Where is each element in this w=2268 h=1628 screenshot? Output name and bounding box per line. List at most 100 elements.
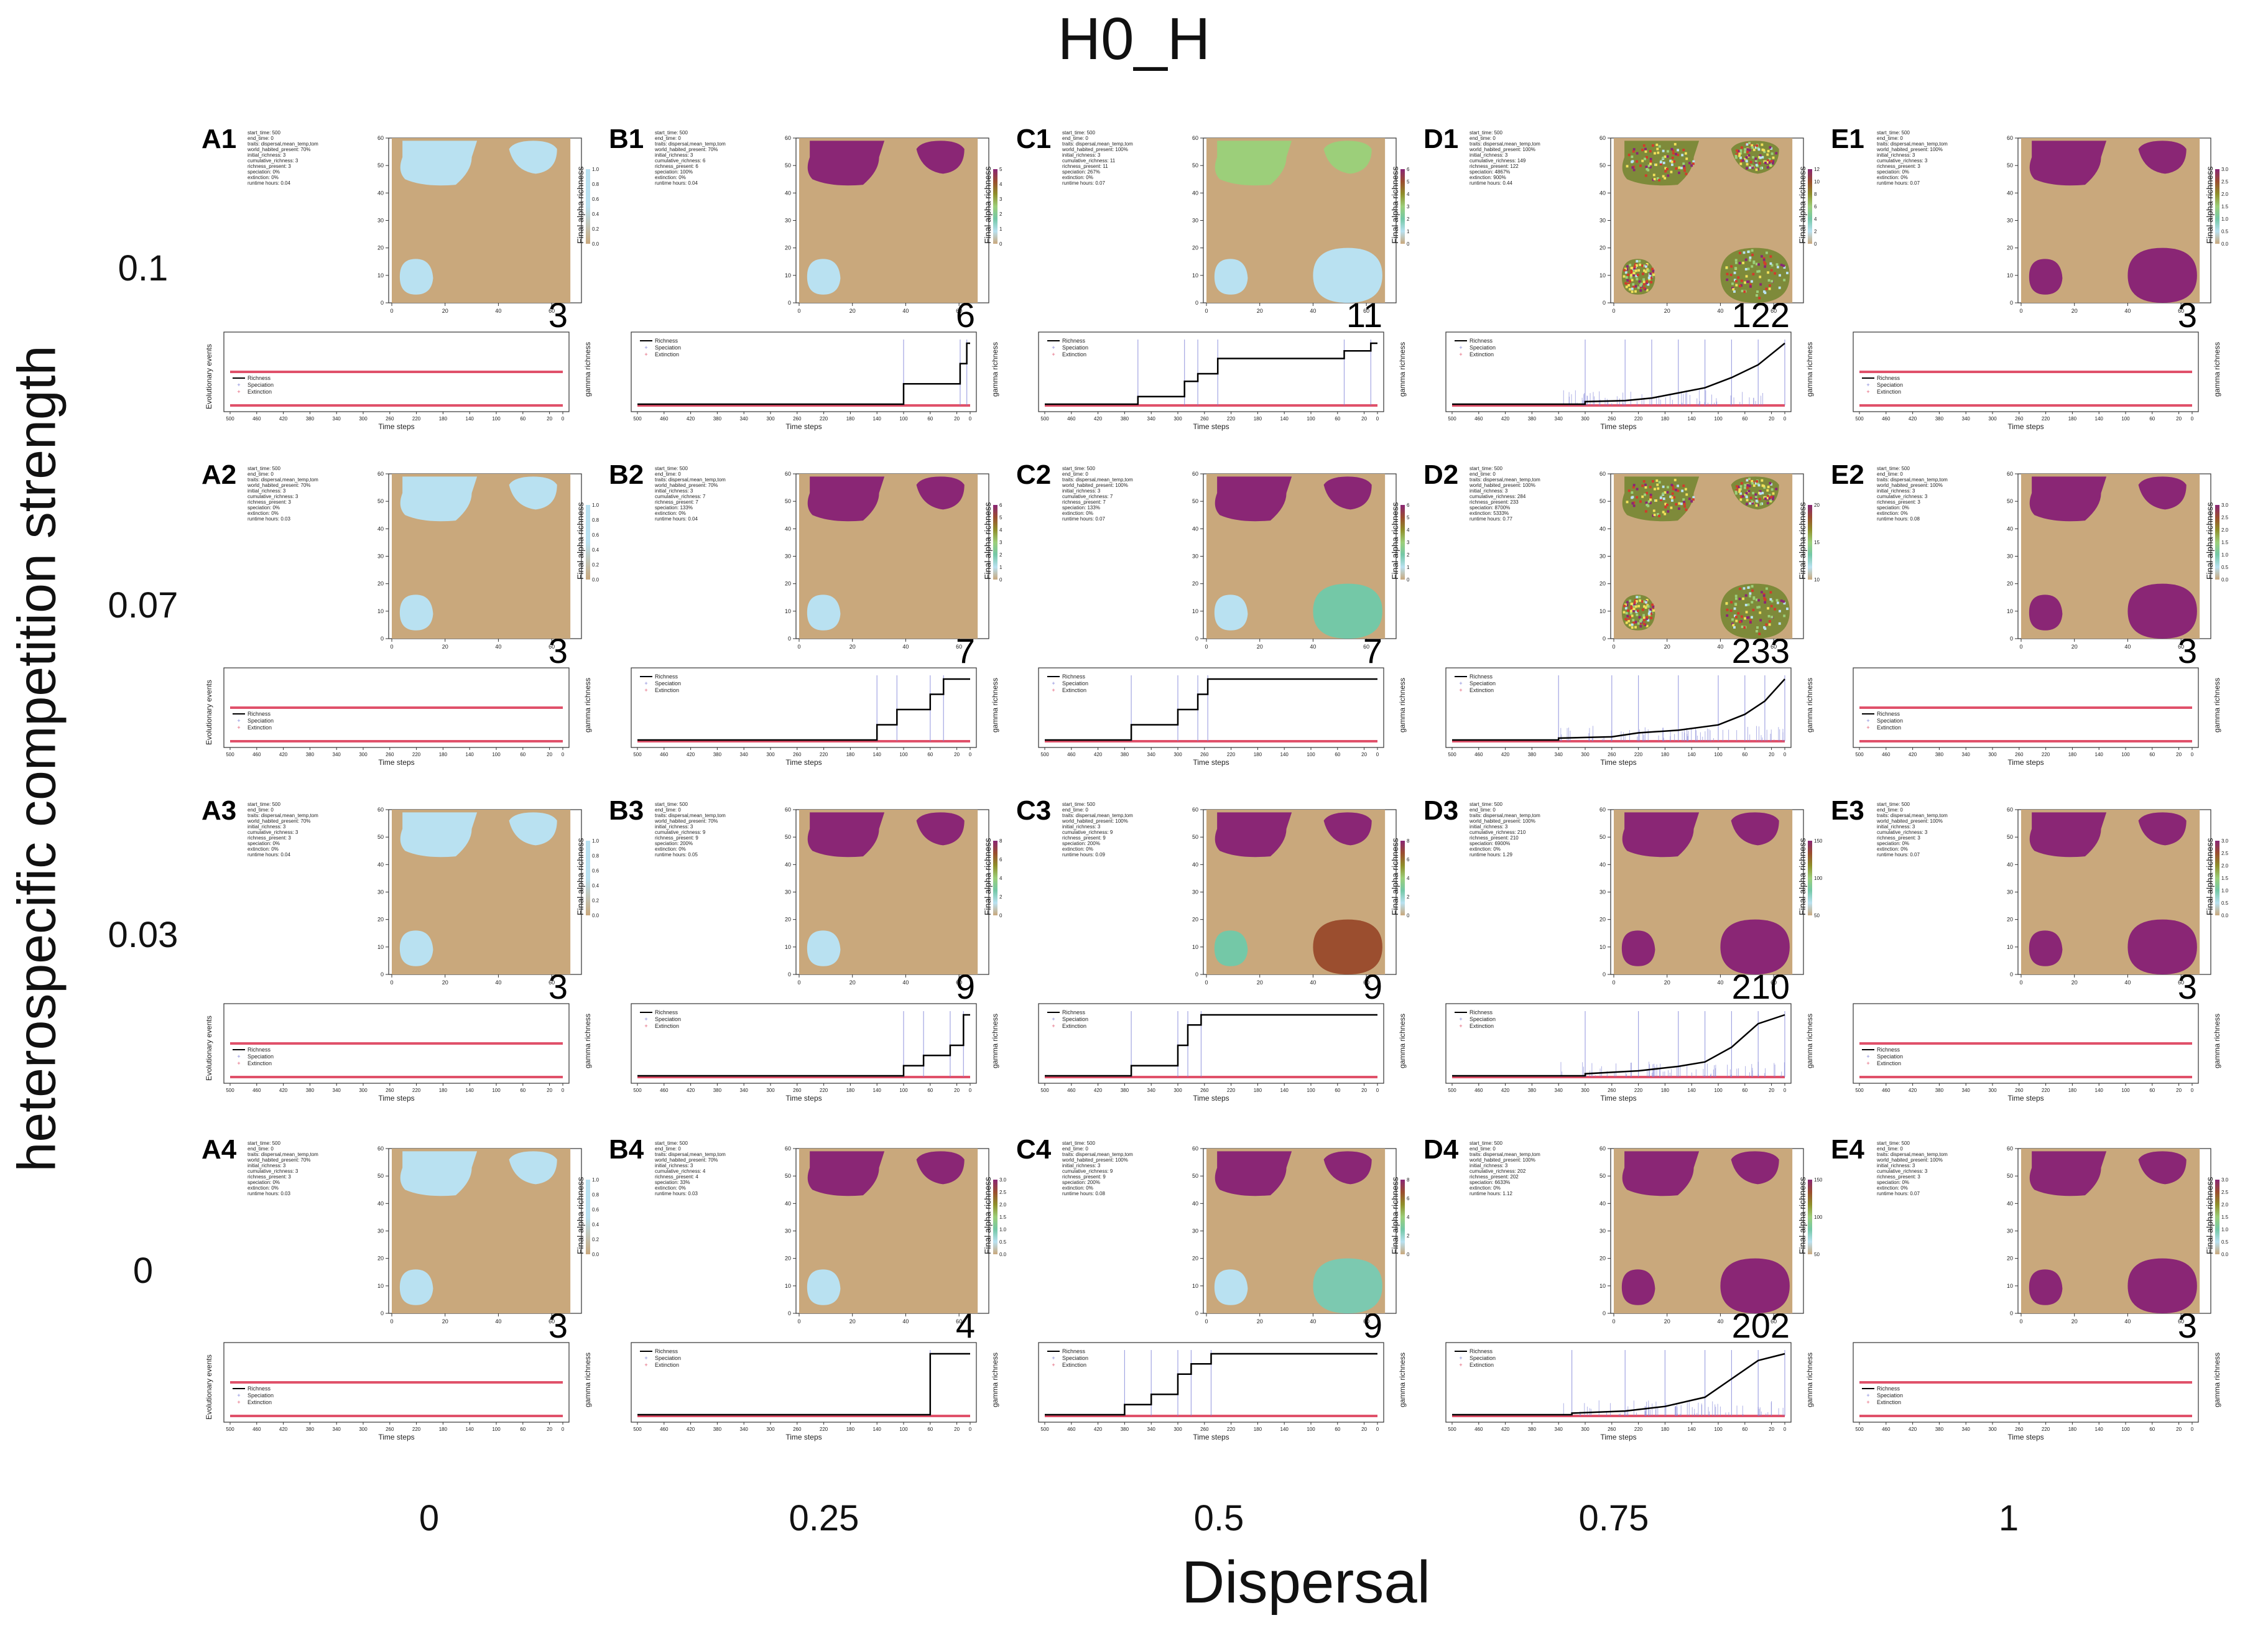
info-line: richness_present: 3	[1877, 835, 1920, 841]
ts-x-tick-label: 0	[1376, 416, 1379, 422]
richness-cell	[1734, 597, 1738, 600]
map-y-tick-label: 60	[1599, 1145, 1606, 1152]
map-y-tick-label: 10	[1599, 944, 1606, 950]
colorbar-title: Final alpha richness	[983, 502, 993, 580]
richness-cell	[1633, 603, 1636, 606]
richness-cell	[1733, 290, 1736, 293]
info-line: speciation: 200%	[655, 841, 693, 846]
richness-cell	[1750, 500, 1753, 503]
panel-label: B1	[609, 124, 644, 154]
map-y-tick-label: 60	[1192, 807, 1198, 813]
richness-cell	[1751, 166, 1754, 169]
map-y-tick-label: 40	[1599, 861, 1606, 867]
habitat-patch-lr	[1313, 919, 1382, 974]
info-line: extinction: 0%	[1877, 511, 1908, 516]
richness-cell	[1746, 616, 1749, 619]
richness-cell	[1649, 272, 1652, 275]
colorbar-tick-label: 0	[999, 913, 1002, 918]
map-y-tick-label: 50	[2007, 1173, 2013, 1179]
richness-cell	[1751, 502, 1754, 505]
richness-cell	[1751, 616, 1753, 619]
ts-x-tick-label: 140	[1688, 752, 1696, 757]
ts-x-tick-label: 20	[547, 1088, 552, 1093]
ts-x-tick-label: 140	[1280, 1088, 1289, 1093]
richness-cell	[1626, 604, 1629, 607]
colorbar-tick-label: 10	[1814, 577, 1820, 583]
ts-x-tick-label: 260	[2015, 1427, 2024, 1432]
ts-x-tick-label: 140	[466, 416, 474, 422]
map-x-tick-label: 20	[442, 979, 448, 986]
map-cells	[1621, 1151, 1790, 1313]
map-y-tick-label: 0	[1195, 300, 1198, 306]
habitat-patch-lr	[1720, 247, 1790, 303]
habitat-patch-ur	[509, 1151, 557, 1185]
richness-cell	[1740, 495, 1743, 498]
info-line: cumulative_richness: 4	[655, 1168, 706, 1174]
colorbar-tick-label: 4	[1407, 192, 1410, 197]
richness-cell	[1764, 627, 1767, 630]
habitat-patch-ur	[916, 476, 965, 510]
legend-entry: Speciation	[655, 680, 681, 687]
richness-cell	[1632, 504, 1636, 507]
richness-cell	[1640, 282, 1643, 285]
row-value-2: 0.07	[108, 585, 178, 626]
map-y-tick-label: 50	[1599, 498, 1606, 504]
map-x-tick-label: 0	[390, 308, 393, 314]
ts-x-tick-label: 340	[1147, 416, 1156, 422]
timeseries-frame	[1445, 667, 1792, 748]
richness-cell	[1738, 587, 1741, 590]
map-x-tick-label: 20	[1664, 979, 1670, 986]
info-line: richness_present: 6	[655, 164, 698, 169]
ts-x-tick-label: 300	[1988, 416, 1997, 422]
habitat-patch-ll	[1621, 1269, 1655, 1305]
richness-cell	[1666, 491, 1669, 494]
richness-cell	[1641, 159, 1644, 162]
richness-cell	[1656, 147, 1659, 150]
richness-cell	[1645, 616, 1649, 619]
richness-cell	[1735, 489, 1738, 492]
info-line: initial_richness: 3	[1062, 488, 1101, 494]
colorbar-tick-label: 0.6	[592, 532, 599, 538]
richness-cell	[1743, 587, 1746, 590]
richness-cell	[1683, 164, 1685, 167]
ts-x-tick-label: 380	[1121, 752, 1129, 757]
panel-label: C1	[1016, 124, 1051, 154]
colorbar-tick-label: 0.2	[592, 1237, 599, 1242]
habitat-patch-lr	[1720, 1258, 1790, 1313]
map-x-tick-label: 0	[797, 308, 800, 314]
richness-cell	[1750, 164, 1753, 167]
map-x-tick-label: 60	[956, 644, 962, 650]
richness-cell	[1655, 499, 1658, 502]
richness-cell	[1652, 273, 1655, 276]
map-x-tick-label: 40	[1310, 308, 1316, 314]
richness-cell	[1626, 165, 1629, 168]
ts-x-tick-label: 340	[1962, 416, 1971, 422]
richness-cell	[1678, 507, 1680, 510]
colorbar-tick-label: 4	[1407, 1214, 1410, 1220]
map-y-tick-label: 10	[377, 608, 384, 614]
map-x-tick-label: 0	[390, 1318, 393, 1325]
richness-cell	[1729, 609, 1733, 613]
richness-cell	[1760, 591, 1763, 594]
ts-x-tick-label: 380	[713, 416, 722, 422]
map-x-tick-label: 20	[2071, 979, 2078, 986]
map-y-tick-label: 60	[1599, 135, 1606, 141]
ts-x-title: Time steps	[1193, 1433, 1229, 1441]
map-y-tick-label: 50	[377, 162, 384, 169]
ts-x-tick-label: 300	[1581, 416, 1590, 422]
panel-label: D1	[1423, 124, 1458, 154]
richness-cell	[1765, 587, 1768, 590]
habitat-patch-lr	[2127, 1258, 2197, 1313]
info-line: runtime hours: 0.08	[1062, 1191, 1105, 1196]
richness-cell	[1645, 617, 1649, 620]
habitat-patch-lr	[1313, 247, 1382, 303]
legend-entry: Speciation	[1877, 718, 1903, 724]
richness-cell	[1649, 162, 1652, 165]
colorbar-tick-label: 1.5	[2221, 876, 2229, 881]
ts-x-tick-label: 140	[873, 752, 882, 757]
ts-x-tick-label: 220	[1634, 1427, 1643, 1432]
panel-label: C4	[1016, 1134, 1052, 1165]
map-x-tick-label: 0	[1612, 644, 1615, 650]
habitat-patch-ul	[400, 1151, 478, 1196]
